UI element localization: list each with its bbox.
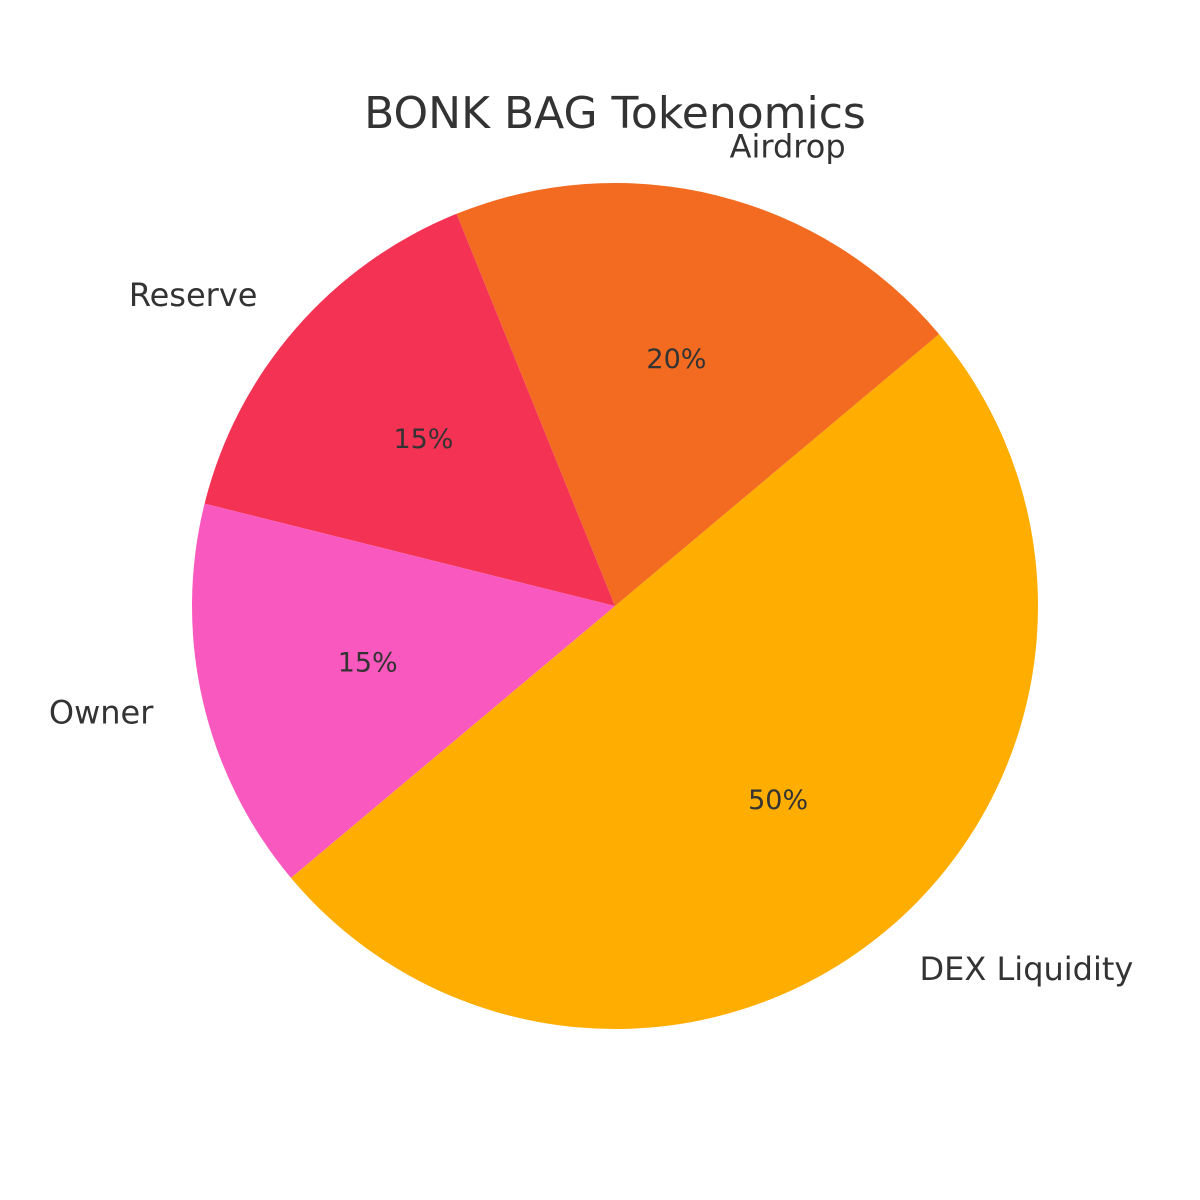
- pie-slice-owner: [191, 503, 615, 878]
- slice-percent-label: 15%: [338, 648, 398, 679]
- slice-percent-label: 15%: [393, 424, 453, 455]
- slice-label: Reserve: [129, 276, 258, 314]
- pie-slice-reserve: [204, 213, 615, 607]
- slice-percent-label: 50%: [748, 785, 808, 816]
- pie-slices: [191, 183, 1038, 1029]
- pie-slice-airdrop: [456, 183, 940, 606]
- slice-label: Airdrop: [730, 127, 846, 165]
- slice-percent-label: 20%: [646, 344, 706, 375]
- pie-labels: DEX Liquidity 50% Airdrop 20% Reserve 15% Owne…: [49, 127, 1133, 988]
- pie-slice-dex-liquidity: [290, 334, 1038, 1029]
- chart-title: BONK BAG Tokenomics: [364, 88, 866, 139]
- slice-label: DEX Liquidity: [920, 950, 1134, 988]
- slice-label: Owner: [49, 694, 154, 732]
